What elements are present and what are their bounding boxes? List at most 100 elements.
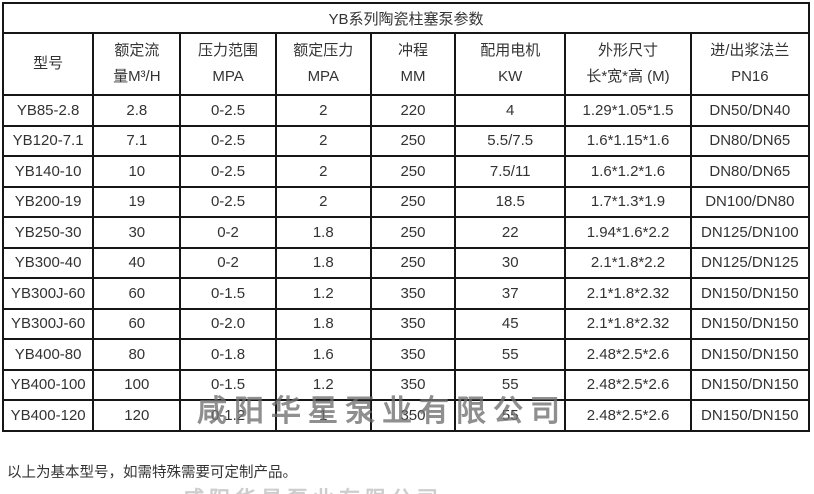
table-title-row: YB系列陶瓷柱塞泵参数 xyxy=(2,2,810,34)
cell-motor: 37 xyxy=(454,277,567,310)
cell-model: YB120-7.1 xyxy=(1,124,95,157)
cell-rated-flow: 19 xyxy=(92,185,182,218)
cell-model: YB140-10 xyxy=(1,155,95,188)
cell-model: YB300J-60 xyxy=(1,307,95,340)
company-watermark-partial: 咸阳华星泵业有限公司 xyxy=(183,483,443,494)
cell-motor: 55 xyxy=(454,368,567,401)
cell-rated-flow: 7.1 xyxy=(92,124,182,157)
column-header-stroke: 冲程 MM xyxy=(369,32,457,96)
cell-pressure-range: 0-1.5 xyxy=(179,277,277,310)
cell-flange: DN80/DN65 xyxy=(689,155,811,188)
header-line: 压力范围 xyxy=(198,41,259,59)
cell-motor: 45 xyxy=(454,307,567,340)
table-title: YB系列陶瓷柱塞泵参数 xyxy=(2,2,810,34)
column-header-pressure-range: 压力范围 MPA xyxy=(179,32,277,96)
cell-model: YB300J-60 xyxy=(1,277,95,310)
column-header-dimensions: 外形尺寸 长*宽*高 (M) xyxy=(564,32,692,96)
column-header-model: 型号 xyxy=(1,32,95,96)
cell-pressure-range: 0-2.5 xyxy=(179,94,277,127)
cell-rated-flow: 30 xyxy=(92,216,182,249)
cell-pressure-range: 0-1.5 xyxy=(179,368,277,401)
header-line: 额定压力 xyxy=(293,41,354,59)
footer-note: 以上为基本型号，如需特殊需要可定制产品。 xyxy=(7,465,297,481)
cell-flange: DN150/DN150 xyxy=(689,307,811,340)
header-line: 外形尺寸 xyxy=(598,41,659,59)
cell-motor: 22 xyxy=(454,216,567,249)
cell-flange: DN125/DN125 xyxy=(689,246,811,279)
cell-rated-pressure: 1 xyxy=(274,399,372,432)
header-line: MM xyxy=(400,68,426,85)
header-line: 型号 xyxy=(33,54,64,72)
cell-motor: 55 xyxy=(454,399,567,432)
cell-model: YB300-40 xyxy=(1,246,95,279)
cell-dimensions: 2.1*1.8*2.32 xyxy=(564,277,692,310)
header-line: 配用电机 xyxy=(480,41,541,59)
table-row: YB140-10 10 0-2.5 2 250 7.5/11 1.6*1.2*1… xyxy=(1,155,811,188)
cell-flange: DN150/DN150 xyxy=(689,338,811,371)
cell-pressure-range: 0-2 xyxy=(179,246,277,279)
cell-rated-pressure: 2 xyxy=(274,124,372,157)
cell-pressure-range: 0-2.5 xyxy=(179,185,277,218)
header-line: 冲程 xyxy=(397,41,428,59)
cell-pressure-range: 0-2.0 xyxy=(179,307,277,340)
pump-spec-table: YB系列陶瓷柱塞泵参数 型号 额定流 量M³/H 压力范围 MPA 额定压力 M… xyxy=(1,2,811,432)
cell-rated-pressure: 1.2 xyxy=(274,368,372,401)
cell-dimensions: 2.1*1.8*2.2 xyxy=(564,246,692,279)
cell-rated-pressure: 1.6 xyxy=(274,338,372,371)
cell-flange: DN80/DN65 xyxy=(689,124,811,157)
table-row: YB85-2.8 2.8 0-2.5 2 220 4 1.29*1.05*1.5… xyxy=(1,94,811,127)
cell-model: YB85-2.8 xyxy=(1,94,95,127)
cell-rated-pressure: 1.8 xyxy=(274,307,372,340)
cell-stroke: 350 xyxy=(369,399,457,432)
cell-rated-flow: 10 xyxy=(92,155,182,188)
cell-rated-pressure: 1.8 xyxy=(274,216,372,249)
cell-dimensions: 2.48*2.5*2.6 xyxy=(564,368,692,401)
cell-pressure-range: 0-2.5 xyxy=(179,124,277,157)
cell-rated-pressure: 1.8 xyxy=(274,246,372,279)
header-line: 长*宽*高 (M) xyxy=(586,68,670,85)
cell-model: YB250-30 xyxy=(1,216,95,249)
header-line: 额定流 xyxy=(114,41,160,59)
cell-model: YB400-100 xyxy=(1,368,95,401)
cell-rated-flow: 120 xyxy=(92,399,182,432)
header-line: PN16 xyxy=(731,68,769,85)
cell-dimensions: 2.48*2.5*2.6 xyxy=(564,338,692,371)
table-row: YB120-7.1 7.1 0-2.5 2 250 5.5/7.5 1.6*1.… xyxy=(1,124,811,157)
cell-rated-flow: 40 xyxy=(92,246,182,279)
cell-rated-flow: 60 xyxy=(92,277,182,310)
cell-rated-pressure: 2 xyxy=(274,185,372,218)
table-row: YB400-100 100 0-1.5 1.2 350 55 2.48*2.5*… xyxy=(1,368,811,401)
cell-rated-flow: 60 xyxy=(92,307,182,340)
cell-dimensions: 2.48*2.5*2.6 xyxy=(564,399,692,432)
table-row: YB400-80 80 0-1.8 1.6 350 55 2.48*2.5*2.… xyxy=(1,338,811,371)
cell-dimensions: 1.7*1.3*1.9 xyxy=(564,185,692,218)
cell-stroke: 350 xyxy=(369,368,457,401)
column-header-motor: 配用电机 KW xyxy=(454,32,567,96)
cell-pressure-range: 0-2 xyxy=(179,216,277,249)
cell-model: YB400-80 xyxy=(1,338,95,371)
table-row: YB300J-60 60 0-1.5 1.2 350 37 2.1*1.8*2.… xyxy=(1,277,811,310)
cell-dimensions: 1.6*1.2*1.6 xyxy=(564,155,692,188)
cell-stroke: 350 xyxy=(369,338,457,371)
cell-flange: DN100/DN80 xyxy=(689,185,811,218)
cell-rated-flow: 80 xyxy=(92,338,182,371)
cell-motor: 4 xyxy=(454,94,567,127)
cell-rated-flow: 100 xyxy=(92,368,182,401)
cell-pressure-range: 0-1.8 xyxy=(179,338,277,371)
cell-flange: DN150/DN150 xyxy=(689,277,811,310)
cell-dimensions: 1.29*1.05*1.5 xyxy=(564,94,692,127)
column-header-rated-pressure: 额定压力 MPA xyxy=(274,32,372,96)
cell-stroke: 250 xyxy=(369,216,457,249)
cell-model: YB200-19 xyxy=(1,185,95,218)
cell-stroke: 350 xyxy=(369,277,457,310)
cell-pressure-range: 0-2.5 xyxy=(179,155,277,188)
cell-rated-flow: 2.8 xyxy=(92,94,182,127)
cell-motor: 55 xyxy=(454,338,567,371)
cell-flange: DN150/DN150 xyxy=(689,399,811,432)
table-header-row: 型号 额定流 量M³/H 压力范围 MPA 额定压力 MPA 冲程 MM xyxy=(1,32,811,96)
cell-stroke: 250 xyxy=(369,155,457,188)
cell-stroke: 250 xyxy=(369,124,457,157)
cell-stroke: 250 xyxy=(369,185,457,218)
cell-flange: DN125/DN100 xyxy=(689,216,811,249)
